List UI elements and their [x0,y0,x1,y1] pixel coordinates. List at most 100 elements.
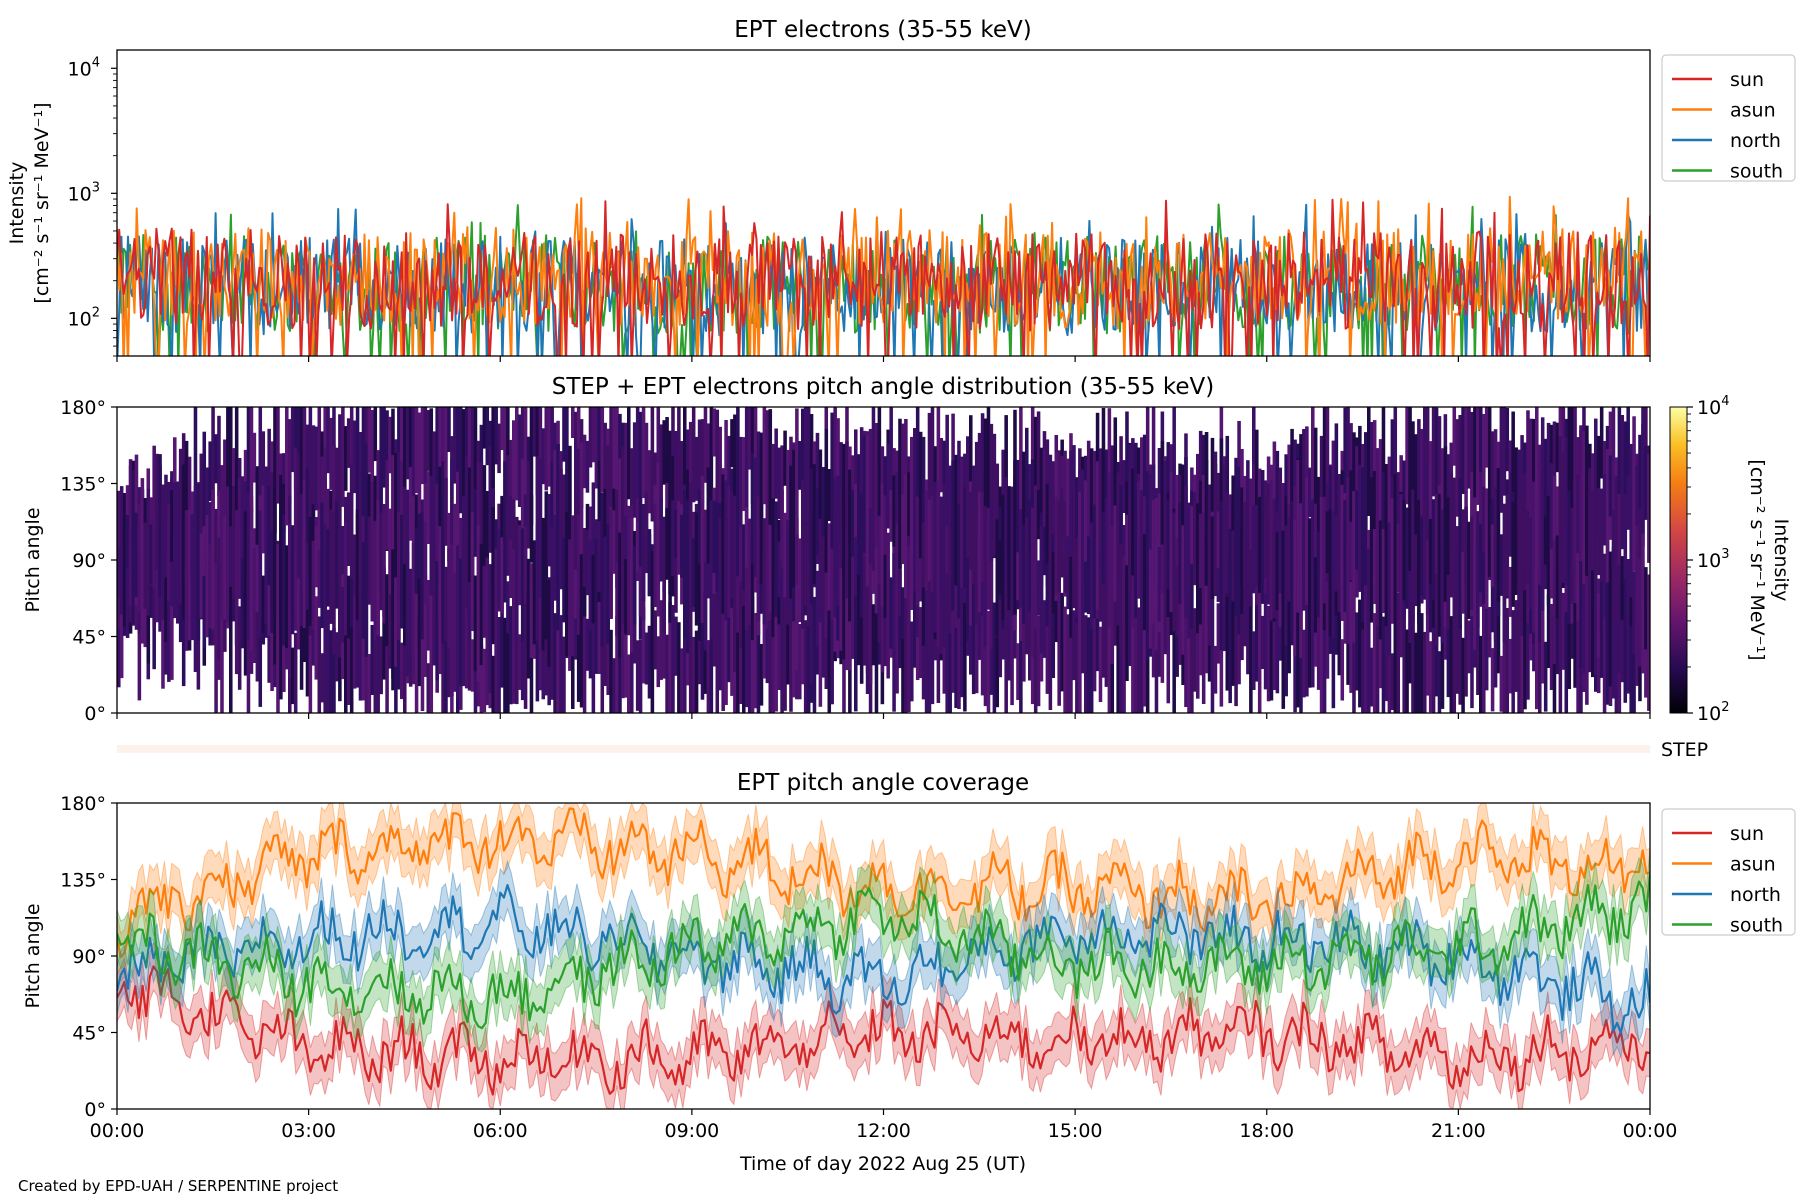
pad-cell [1623,421,1628,515]
pad-cell [226,407,230,528]
step-label: STEP [1661,739,1708,761]
pad-cell [408,568,413,672]
pad-cell [529,563,534,658]
pad-cell [677,501,681,575]
pad-cell [1387,522,1392,657]
pad-cell [255,572,260,682]
pad-cell [951,645,955,693]
pad-cell [759,644,764,706]
colorbar-label-line2: [cm⁻² s⁻¹ sr⁻¹ MeV⁻¹] [1746,459,1768,660]
pad-cell [756,496,761,622]
pad-cell [854,542,858,596]
pad-cell [798,573,802,623]
pad-cell [739,436,743,534]
pad-cell [1039,526,1044,654]
pad-cell [951,460,955,611]
pad-cell [1629,572,1633,626]
pad-cell [491,507,495,645]
pad-cell [750,540,755,641]
pad-cell [1349,423,1353,496]
pad-cell [1647,574,1650,711]
pad-cell [208,441,212,502]
pad-cell [977,565,982,660]
pad-cell [812,596,817,713]
y-tick-label: 103 [68,180,100,205]
pad-cell [1210,437,1215,529]
pad-cell [795,518,799,671]
pad-cell [400,460,404,560]
pad-cell [161,521,165,610]
pad-cell [1549,463,1554,549]
pad-cell [1166,499,1171,590]
pad-cell [1325,511,1330,574]
pad-cell [290,407,295,473]
pad-cell [591,407,596,463]
pad-cell [918,431,923,559]
pad-cell [1319,496,1324,637]
pad-cell [945,525,949,574]
pad-cell [296,407,301,481]
pad-cell [1260,510,1265,600]
pad-cell [1275,532,1280,611]
pad-cell [1552,421,1557,526]
pad-cell [252,432,257,483]
pad-cell [317,616,322,713]
pad-cell [795,534,799,585]
pad-cell [512,548,516,635]
pad-cell [176,481,180,624]
pad-cell [426,410,431,471]
pad-cell [246,407,251,514]
pad-cell [1561,453,1566,583]
pad-cell [733,414,737,529]
pad-cell [134,524,139,577]
pad-cell [709,500,714,639]
pad-cell [517,634,522,690]
pad-cell [1496,598,1501,674]
pad-cell [1137,607,1141,713]
pad-cell [391,455,395,584]
pad-cell [1075,537,1079,618]
pad-cell [1033,485,1038,574]
pad-cell [1446,454,1451,506]
pad-cell [553,450,557,572]
pad-cell [821,482,826,537]
pad-cell [774,581,778,712]
pad-cell [868,542,873,685]
pad-cell [426,580,431,651]
pad-cell [441,639,445,713]
pad-cell [638,639,643,713]
pad-cell [444,407,448,529]
coverage-y-label: Pitch angle [22,903,44,1008]
intensity-series-sun [117,198,1650,356]
pad-cell [624,599,628,698]
pad-cell [830,558,834,705]
pad-cell [1458,625,1462,705]
pad-cell [1234,488,1238,547]
pad-cell [1399,607,1403,658]
pad-cell [1175,566,1179,637]
pad-cell [1508,566,1513,617]
pad-cell [933,446,938,507]
pad-cell [373,520,378,640]
pad-cell [361,599,366,701]
pad-cell [1473,497,1477,650]
pad-cell [1019,509,1023,608]
pad-cell [506,455,510,576]
pad-cell [137,504,142,613]
pad-cell [1638,508,1642,559]
pad-cell [759,432,764,529]
pad-cell [1337,583,1342,676]
pad-cell [683,407,687,524]
pad-cell [1596,435,1601,490]
pad-cell [1069,556,1073,638]
pad-cell [1148,549,1153,649]
pad-cell [358,527,363,659]
pad-cell [1110,526,1115,664]
pad-cell [579,442,584,588]
pad-cell [467,582,472,645]
pad-cell [1033,597,1038,713]
pad-cell [1408,499,1412,643]
pad-cell [429,592,434,713]
pad-cell [783,564,787,711]
x-tick-label: 00:00 [1623,1120,1678,1142]
